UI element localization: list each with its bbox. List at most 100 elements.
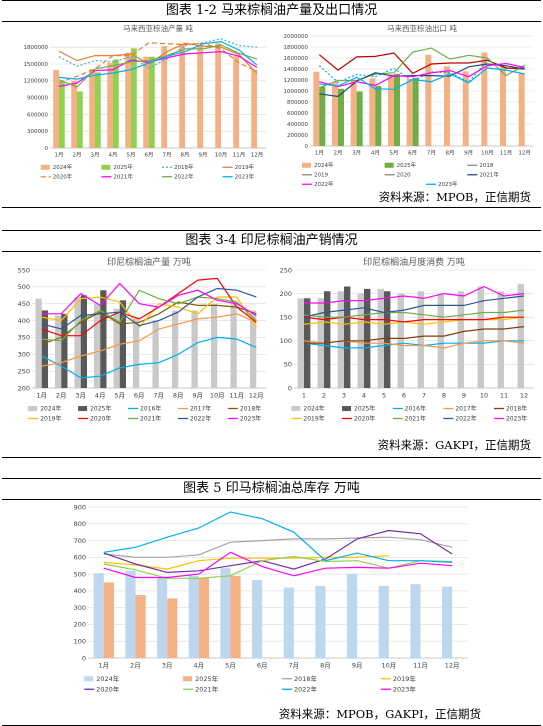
bar	[230, 575, 241, 658]
x-tick-label: 5月	[390, 150, 399, 157]
source-note-1: 资料来源：MPOB，正信期货	[378, 190, 531, 204]
x-tick-label: 1月	[55, 152, 64, 159]
bar	[250, 310, 257, 388]
bar	[375, 86, 382, 146]
y-tick-label: 0	[305, 144, 309, 150]
series-line	[318, 52, 525, 75]
series-line	[303, 309, 525, 318]
bar	[197, 44, 203, 148]
bar	[350, 80, 357, 146]
bar	[94, 303, 101, 388]
chart-total-stock: 0 100 200 300 400 500 600 700 800 900 1月 2月 3月 4月 5月 6月…	[74, 503, 468, 694]
bar	[100, 290, 107, 388]
series-line	[103, 536, 453, 558]
bar	[230, 300, 237, 388]
legend-label: 2019	[314, 173, 328, 179]
chart-my-export: 马来西亚棕油出口 吨 0 200000 400000 600000 800000 10000…	[284, 23, 534, 188]
x-tick-label: 11月	[233, 152, 246, 159]
source-note-2: 资料来源：GAKPI，正信期货	[377, 438, 531, 452]
bar	[442, 586, 453, 658]
bar	[457, 291, 464, 388]
legend-label: 2019年	[235, 163, 255, 171]
x-tick-label: 12	[520, 392, 528, 400]
bar	[215, 43, 221, 148]
legend-label: 2022年	[190, 415, 211, 423]
x-tick-label: 2月	[334, 150, 343, 157]
bar	[152, 320, 159, 388]
y-tick-label: 500	[74, 570, 86, 578]
bar	[313, 71, 320, 146]
bar	[198, 577, 209, 658]
bar	[332, 82, 338, 146]
x-tick-label: 9月	[192, 392, 203, 400]
series-line	[103, 511, 453, 563]
legend-label: 2022年	[294, 685, 318, 694]
bar	[125, 570, 136, 658]
bar	[71, 80, 77, 148]
y-tick-label: 400	[18, 317, 30, 325]
series-line	[319, 63, 525, 98]
legend-label: 2020年	[354, 415, 375, 423]
x-tick-label: 10	[480, 392, 488, 400]
x-tick-label: 7月	[289, 662, 300, 670]
legend-label: 2024年	[314, 161, 334, 169]
bar	[384, 291, 391, 388]
legend-swatch	[78, 406, 88, 411]
bar	[107, 62, 113, 148]
x-tick-label: 8月	[320, 662, 331, 670]
y-tick-label: 250	[280, 266, 292, 274]
bar	[93, 573, 104, 658]
y-tick-label: 450	[18, 300, 30, 308]
x-tick-label: 4月	[109, 152, 118, 159]
bar	[397, 293, 404, 388]
series-line	[303, 340, 524, 349]
series-line	[41, 336, 257, 379]
y-tick-label: 1500000	[24, 62, 49, 68]
bar	[394, 73, 400, 146]
x-tick-label: 6月	[408, 150, 417, 157]
legend-label: 2020年	[96, 685, 120, 694]
series-line	[41, 277, 257, 337]
legend-label: 2023年	[438, 180, 458, 188]
x-tick-label: 3	[342, 392, 346, 400]
x-tick-label: 9月	[352, 662, 363, 670]
legend-label: 2018	[479, 163, 493, 169]
x-tick-label: 11月	[229, 392, 244, 400]
chart-my-production: 马来西亚棕油产量 吨 0 300000 600000 900000 1200000 1500…	[24, 23, 266, 181]
legend-swatch	[84, 676, 94, 682]
y-tick-label: 700	[74, 537, 86, 545]
bar	[131, 48, 137, 148]
x-tick-label: 2月	[73, 152, 82, 159]
legend-label: 2019年	[393, 674, 417, 683]
bar	[157, 577, 168, 658]
bar	[297, 298, 304, 388]
y-tick-label: 400000	[287, 122, 308, 128]
legend-label: 2025年	[113, 163, 133, 171]
y-tick-label: 600000	[287, 111, 308, 117]
legend-label: 2016年	[140, 405, 161, 413]
x-tick-label: 2	[322, 392, 326, 400]
x-tick-label: 12月	[518, 150, 531, 157]
x-tick-label: 7月	[153, 392, 164, 400]
bar	[364, 288, 371, 388]
bar	[462, 71, 469, 146]
bar	[283, 587, 294, 658]
bar	[410, 584, 421, 658]
y-tick-label: 600000	[27, 112, 48, 118]
bar	[324, 291, 331, 388]
series-line	[319, 62, 525, 88]
bar	[188, 575, 199, 658]
x-tick-label: 3月	[91, 152, 100, 159]
bar	[191, 310, 198, 388]
bar	[89, 69, 95, 148]
y-tick-label: 200000	[287, 133, 308, 139]
series-line	[41, 296, 257, 329]
series-line	[41, 313, 257, 367]
x-tick-label: 3月	[75, 392, 86, 400]
legend-label: 2025年	[397, 161, 417, 169]
x-tick-label: 6	[402, 392, 406, 400]
y-tick-label: 2000000	[284, 34, 309, 40]
bar	[252, 579, 263, 658]
bar	[61, 313, 68, 388]
x-tick-label: 4月	[371, 150, 380, 157]
